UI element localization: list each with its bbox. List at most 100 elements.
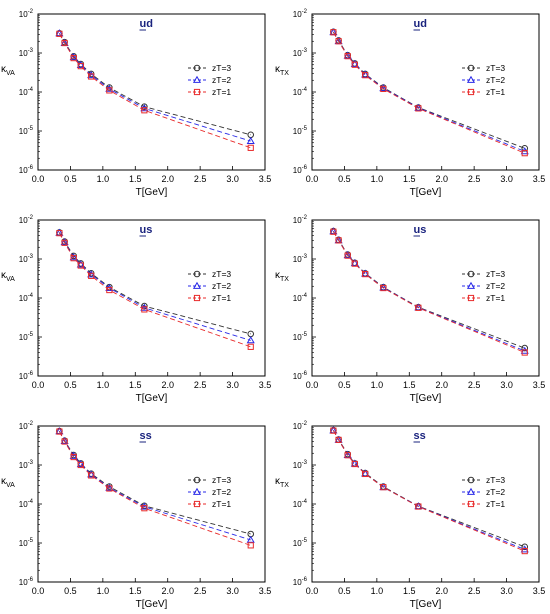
legend-marker: [193, 64, 201, 72]
legend-label: zT=3: [212, 63, 231, 73]
y-tick-exp: -5: [302, 126, 308, 132]
y-tick-exp: -4: [302, 293, 308, 299]
panel-title: ud: [414, 18, 427, 30]
panel-title: ud: [140, 18, 153, 30]
y-tick-exp: -6: [28, 371, 34, 377]
legend-marker: [467, 270, 475, 278]
y-axis-label-sub: TX: [280, 276, 289, 283]
chart-panel-1: 10-610-510-410-310-20.0 0.5 1.0 1.5 2.0 2.5 3.…: [1, 9, 271, 198]
data-point: [69, 253, 78, 261]
data-point: [141, 306, 148, 313]
data-point: [247, 343, 254, 350]
y-tick-exp: -3: [302, 460, 308, 466]
y-tick-exp: -5: [302, 332, 308, 338]
chart-panel-4: 10-610-510-410-310-20.0 0.5 1.0 1.5 2.0 2.5 3.…: [275, 215, 545, 404]
x-tick-label: 1.0: [371, 586, 384, 596]
data-point: [105, 84, 114, 92]
y-tick-base: 10: [19, 539, 28, 548]
y-tick-exp: -2: [28, 9, 34, 15]
data-point: [521, 145, 529, 152]
x-tick-label: 1.5: [403, 174, 416, 184]
y-tick-exp: -6: [302, 371, 308, 377]
legend-label: zT=2: [212, 487, 231, 497]
legend-marker: [467, 476, 475, 484]
y-tick-base: 10: [19, 49, 28, 58]
data-point: [77, 461, 84, 469]
y-axis-label: κVA: [1, 64, 15, 77]
data-point: [415, 503, 422, 510]
y-tick-label: 10-3: [19, 254, 34, 264]
data-point: [380, 85, 387, 93]
legend-label: zT=1: [212, 499, 231, 509]
x-axis-label: T[GeV]: [136, 393, 168, 404]
data-point: [141, 505, 148, 512]
legend-marker: [466, 281, 476, 289]
data-point: [351, 460, 358, 468]
series-line: [59, 431, 251, 541]
y-tick-base: 10: [293, 166, 302, 175]
legend-marker: [192, 487, 202, 495]
x-tick-label: 0.5: [338, 586, 351, 596]
y-tick-exp: -3: [302, 254, 308, 260]
data-point: [521, 150, 528, 157]
y-tick-label: 10-3: [19, 48, 34, 58]
x-tick-label: 3.0: [226, 586, 239, 596]
data-point: [351, 260, 358, 267]
y-axis-label: κTX: [275, 64, 289, 77]
y-tick-label: 10-3: [19, 460, 34, 470]
y-tick-base: 10: [293, 333, 302, 342]
x-tick-label: 2.0: [161, 586, 174, 596]
y-tick-exp: -2: [302, 421, 308, 427]
x-tick-label: 3.5: [533, 586, 546, 596]
y-tick-exp: -5: [28, 126, 34, 132]
y-tick-label: 10-6: [293, 165, 308, 175]
y-tick-label: 10-2: [293, 9, 308, 19]
y-tick-base: 10: [19, 578, 28, 587]
legend-marker: [466, 75, 476, 83]
data-point: [335, 38, 342, 45]
series-zT=1: [330, 228, 528, 356]
y-tick-exp: -6: [28, 577, 34, 583]
data-point: [362, 72, 369, 79]
legend-marker: [193, 294, 201, 302]
chart-panel-3: 10-610-510-410-310-20.0 0.5 1.0 1.5 2.0 2.5 3.…: [1, 215, 271, 404]
data-point: [351, 61, 358, 68]
y-axis-label: κTX: [275, 476, 289, 489]
data-point: [330, 427, 337, 434]
y-tick-label: 10-4: [293, 293, 308, 303]
data-point: [380, 284, 387, 292]
y-tick-exp: -6: [302, 165, 308, 171]
y-axis-label: κVA: [1, 476, 15, 489]
x-tick-label: 1.5: [129, 174, 142, 184]
data-point: [361, 269, 370, 277]
y-tick-label: 10-2: [19, 9, 34, 19]
legend-marker: [467, 500, 475, 508]
series-line: [59, 232, 251, 335]
x-tick-label: 1.5: [129, 586, 142, 596]
x-tick-label: 3.0: [500, 380, 513, 390]
y-tick-base: 10: [293, 461, 302, 470]
x-tick-label: 2.5: [468, 586, 481, 596]
series-zT=2: [329, 426, 529, 553]
legend-label: zT=3: [212, 269, 231, 279]
y-tick-label: 10-6: [293, 371, 308, 381]
y-tick-base: 10: [293, 500, 302, 509]
y-tick-base: 10: [293, 88, 302, 97]
x-tick-label: 2.0: [435, 380, 448, 390]
legend: zT=3 zT=2 zT=1: [462, 63, 505, 97]
x-tick-label: 2.5: [468, 174, 481, 184]
x-axis-label: T[GeV]: [410, 599, 442, 610]
y-tick-label: 10-4: [19, 293, 34, 303]
y-axis-label-main: κ: [1, 270, 7, 281]
x-tick-label: 3.5: [259, 586, 272, 596]
x-tick-label: 0.5: [64, 586, 77, 596]
data-point: [380, 484, 387, 491]
data-point: [343, 51, 352, 59]
y-axis-label-main: κ: [1, 64, 7, 75]
data-point: [77, 262, 84, 269]
y-tick-base: 10: [293, 216, 302, 225]
y-tick-label: 10-3: [293, 460, 308, 470]
y-tick-base: 10: [293, 422, 302, 431]
y-axis-label-sub: TX: [280, 70, 289, 77]
x-tick-label: 2.0: [435, 174, 448, 184]
